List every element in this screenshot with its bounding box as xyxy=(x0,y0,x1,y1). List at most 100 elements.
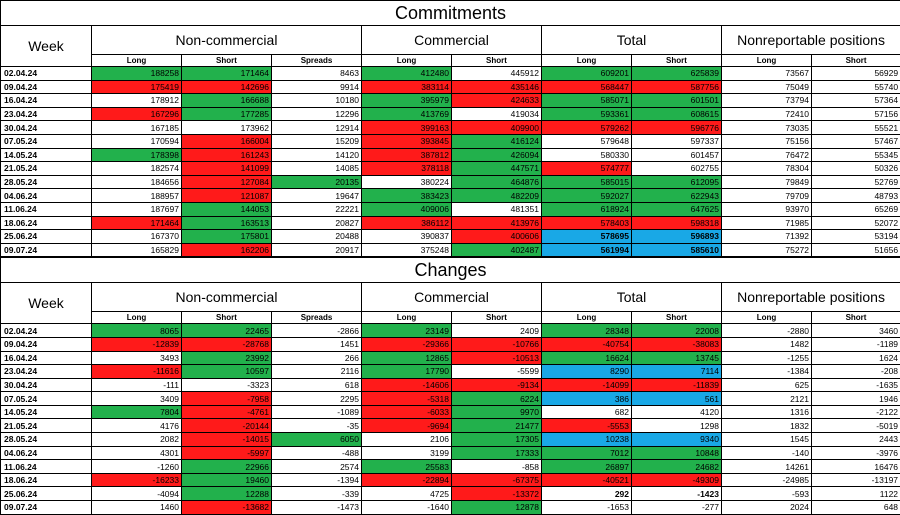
week-cell: 09.04.24 xyxy=(1,80,92,94)
noncommercial-header: Non-commercial xyxy=(92,283,362,312)
value-cell: -5019 xyxy=(812,419,900,433)
week-cell: 02.04.24 xyxy=(1,67,92,81)
value-cell: 78304 xyxy=(722,162,812,176)
changes-title: Changes xyxy=(1,258,900,283)
week-header: Week xyxy=(1,283,92,324)
col-short: Short xyxy=(182,312,272,324)
value-cell: 602755 xyxy=(632,162,722,176)
value-cell: 445912 xyxy=(452,67,542,81)
value-cell: 22008 xyxy=(632,324,722,338)
value-cell: 12296 xyxy=(272,107,362,121)
week-cell: 07.05.24 xyxy=(1,134,92,148)
value-cell: -4094 xyxy=(92,487,182,501)
value-cell: 8065 xyxy=(92,324,182,338)
week-cell: 18.06.24 xyxy=(1,216,92,230)
value-cell: 601501 xyxy=(632,94,722,108)
value-cell: -1384 xyxy=(722,365,812,379)
value-cell: 178912 xyxy=(92,94,182,108)
value-cell: 4176 xyxy=(92,419,182,433)
total-header: Total xyxy=(542,283,722,312)
value-cell: 266 xyxy=(272,351,362,365)
value-cell: 7114 xyxy=(632,365,722,379)
value-cell: -339 xyxy=(272,487,362,501)
value-cell: 1545 xyxy=(722,433,812,447)
value-cell: 48793 xyxy=(812,189,900,203)
value-cell: 22221 xyxy=(272,202,362,216)
value-cell: 9970 xyxy=(452,405,542,419)
value-cell: 56929 xyxy=(812,67,900,81)
value-cell: 55345 xyxy=(812,148,900,162)
value-cell: -67375 xyxy=(452,473,542,487)
week-cell: 04.06.24 xyxy=(1,446,92,460)
value-cell: 419034 xyxy=(452,107,542,121)
value-cell: 13745 xyxy=(632,351,722,365)
value-cell: 413976 xyxy=(452,216,542,230)
value-cell: 2024 xyxy=(722,501,812,515)
col-long: Long xyxy=(722,55,812,67)
value-cell: 8463 xyxy=(272,67,362,81)
value-cell: 587756 xyxy=(632,80,722,94)
value-cell: -858 xyxy=(452,460,542,474)
value-cell: 57467 xyxy=(812,134,900,148)
value-cell: 1624 xyxy=(812,351,900,365)
value-cell: 20917 xyxy=(272,243,362,257)
value-cell: 14120 xyxy=(272,148,362,162)
value-cell: 2409 xyxy=(452,324,542,338)
value-cell: 625 xyxy=(722,378,812,392)
value-cell: 173962 xyxy=(182,121,272,135)
value-cell: -9694 xyxy=(362,419,452,433)
value-cell: -7958 xyxy=(182,392,272,406)
value-cell: 178398 xyxy=(92,148,182,162)
value-cell: 75049 xyxy=(722,80,812,94)
value-cell: -1653 xyxy=(542,501,632,515)
value-cell: 413769 xyxy=(362,107,452,121)
value-cell: 395979 xyxy=(362,94,452,108)
value-cell: 597337 xyxy=(632,134,722,148)
value-cell: -2866 xyxy=(272,324,362,338)
value-cell: 52769 xyxy=(812,175,900,189)
value-cell: 409006 xyxy=(362,202,452,216)
col-short: Short xyxy=(632,55,722,67)
value-cell: 416124 xyxy=(452,134,542,148)
value-cell: 618 xyxy=(272,378,362,392)
value-cell: 378118 xyxy=(362,162,452,176)
value-cell: 19647 xyxy=(272,189,362,203)
value-cell: 166688 xyxy=(182,94,272,108)
value-cell: 187697 xyxy=(92,202,182,216)
value-cell: 1482 xyxy=(722,337,812,351)
value-cell: 24682 xyxy=(632,460,722,474)
value-cell: 1460 xyxy=(92,501,182,515)
value-cell: 188258 xyxy=(92,67,182,81)
col-long: Long xyxy=(92,312,182,324)
value-cell: 93970 xyxy=(722,202,812,216)
value-cell: 19460 xyxy=(182,473,272,487)
value-cell: 65269 xyxy=(812,202,900,216)
value-cell: 76472 xyxy=(722,148,812,162)
value-cell: 166004 xyxy=(182,134,272,148)
value-cell: -2122 xyxy=(812,405,900,419)
value-cell: 1451 xyxy=(272,337,362,351)
value-cell: 399163 xyxy=(362,121,452,135)
value-cell: 20488 xyxy=(272,230,362,244)
value-cell: -14606 xyxy=(362,378,452,392)
week-cell: 23.04.24 xyxy=(1,107,92,121)
value-cell: 17790 xyxy=(362,365,452,379)
value-cell: 2116 xyxy=(272,365,362,379)
week-cell: 28.05.24 xyxy=(1,175,92,189)
value-cell: 71985 xyxy=(722,216,812,230)
value-cell: 598318 xyxy=(632,216,722,230)
week-cell: 28.05.24 xyxy=(1,433,92,447)
value-cell: 596776 xyxy=(632,121,722,135)
value-cell: 22465 xyxy=(182,324,272,338)
value-cell: 161243 xyxy=(182,148,272,162)
value-cell: 15209 xyxy=(272,134,362,148)
